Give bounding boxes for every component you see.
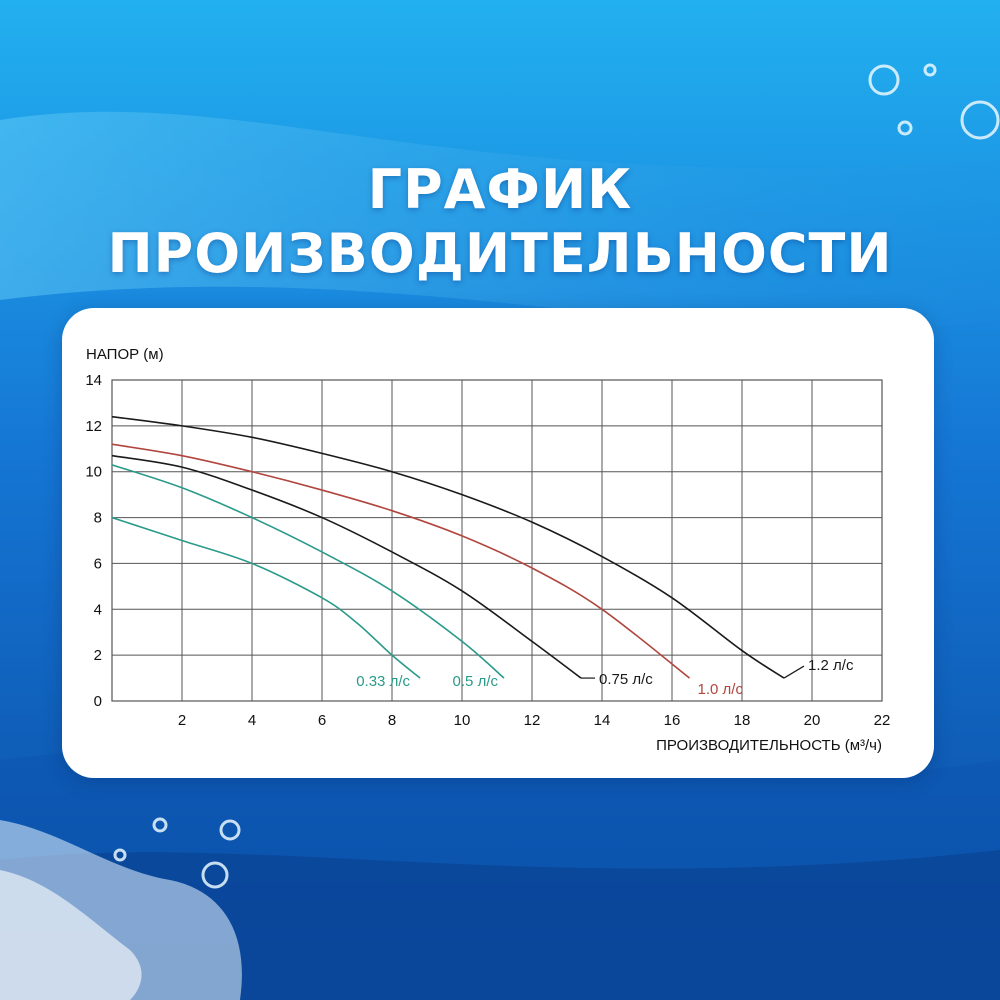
series-leader-line <box>783 665 805 679</box>
x-tick-label: 20 <box>804 712 821 729</box>
x-tick-label: 8 <box>388 712 396 729</box>
x-tick-label: 22 <box>874 712 891 729</box>
x-tick-label: 6 <box>318 712 326 729</box>
series-label: 1.0 л/с <box>698 681 744 698</box>
series-label: 0.33 л/с <box>356 673 410 690</box>
series-label: 1.2 л/с <box>808 657 854 674</box>
series-line <box>111 464 505 679</box>
y-axis-label: НАПОР (м) <box>86 346 164 363</box>
y-tick-label: 2 <box>94 647 102 664</box>
performance-chart: 2 4 6 8 10 12 14 16 18 20 22 0 2 4 6 8 10 12 14 0.33 л/с 0.… <box>85 346 891 754</box>
y-tick-label: 10 <box>85 464 102 481</box>
y-tick-label: 6 <box>94 555 102 572</box>
bubbles <box>113 63 1000 889</box>
plot-frame <box>111 379 883 702</box>
y-tick-label: 8 <box>94 510 102 527</box>
page-title: ГРАФИК ПРОИЗВОДИТЕЛЬНОСТИ <box>0 158 1000 286</box>
series-label: 0.75 л/с <box>599 671 653 688</box>
y-tick-label: 12 <box>85 418 102 435</box>
y-tick-label: 0 <box>94 693 102 710</box>
title-line-2: ПРОИЗВОДИТЕЛЬНОСТИ <box>107 222 893 285</box>
x-tick-label: 12 <box>524 712 541 729</box>
chart-card: 2 4 6 8 10 12 14 16 18 20 22 0 2 4 6 8 10 12 14 0.33 л/с 0.… <box>62 308 934 778</box>
wave-shape <box>0 850 1000 1000</box>
y-tick-label: 4 <box>94 601 102 618</box>
x-tick-label: 18 <box>734 712 751 729</box>
y-tick-label: 14 <box>85 372 102 389</box>
title-line-1: ГРАФИК <box>367 158 633 221</box>
x-axis-label: ПРОИЗВОДИТЕЛЬНОСТЬ (м³/ч) <box>656 737 882 754</box>
x-tick-label: 4 <box>248 712 256 729</box>
x-tick-label: 16 <box>664 712 681 729</box>
series-label: 0.5 л/с <box>453 673 499 690</box>
series-line <box>111 454 582 679</box>
x-tick-label: 14 <box>594 712 611 729</box>
x-tick-label: 10 <box>454 712 471 729</box>
x-tick-label: 2 <box>178 712 186 729</box>
series-line <box>111 516 421 679</box>
splash-shape <box>0 870 142 1000</box>
wave-shape <box>0 111 1000 329</box>
series-line <box>111 415 785 679</box>
series-line <box>111 443 690 679</box>
